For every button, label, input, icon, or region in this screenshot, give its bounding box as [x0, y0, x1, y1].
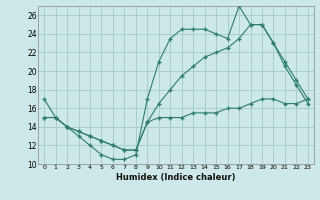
X-axis label: Humidex (Indice chaleur): Humidex (Indice chaleur) — [116, 173, 236, 182]
